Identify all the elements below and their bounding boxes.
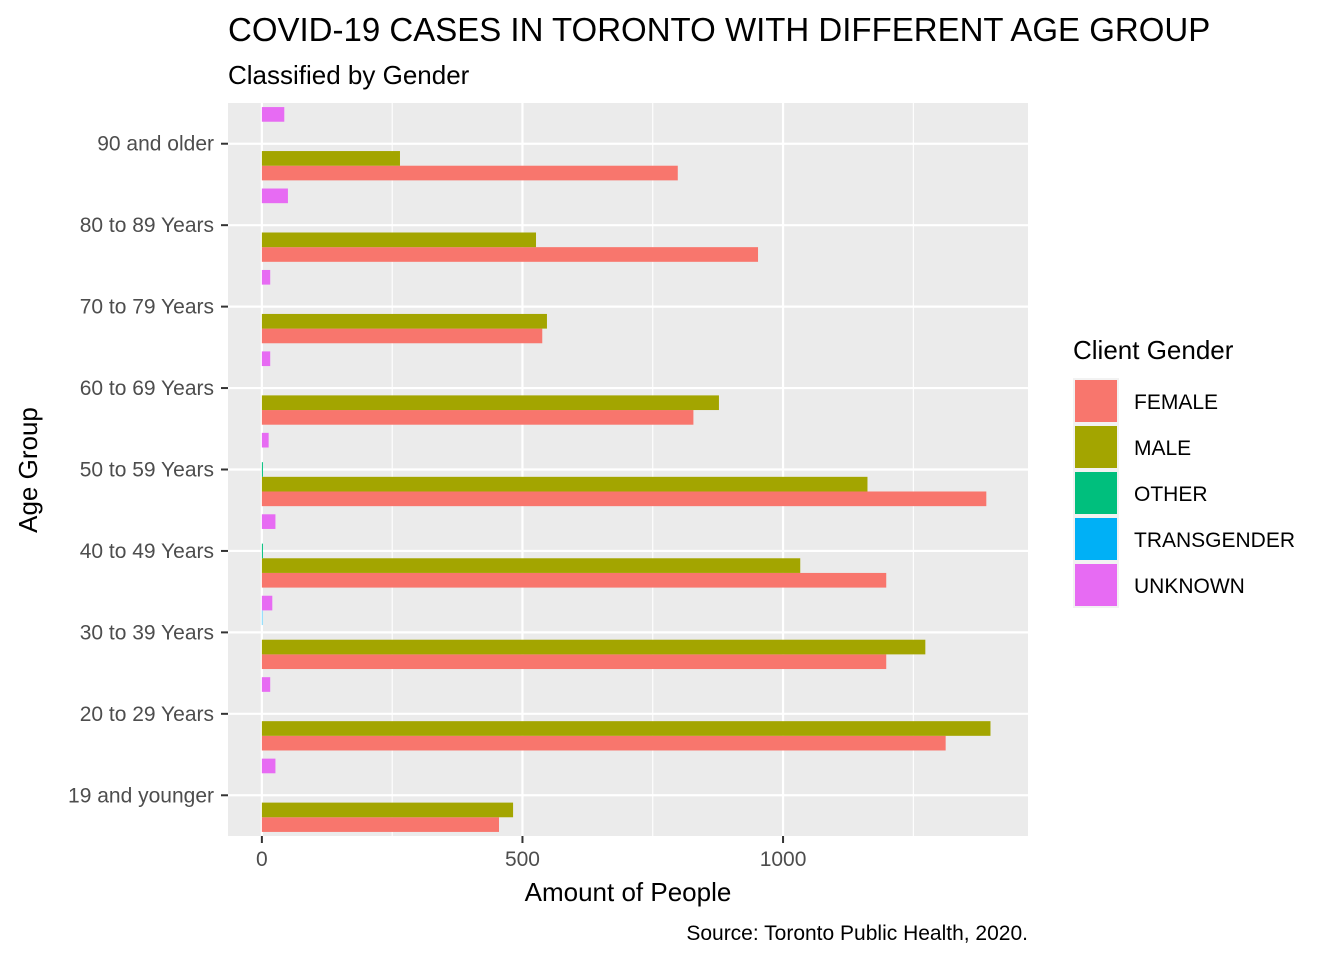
legend-title: Client Gender [1073, 335, 1234, 365]
x-axis: 0 500 1000 [256, 836, 806, 871]
legend-label-female: FEMALE [1134, 391, 1218, 414]
bar-unknown-40-to-49-years [261, 514, 276, 529]
x-tick-label: 500 [505, 848, 540, 871]
bar-other-40-to-49-years [261, 543, 263, 559]
bar-male-60-to-69-years [261, 395, 719, 411]
bar-male-50-to-59-years [261, 476, 868, 492]
bar-female-70-to-79-years [261, 328, 543, 344]
y-tick-label: 50 to 59 Years [80, 459, 214, 482]
y-tick-label: 70 to 79 Years [80, 296, 214, 319]
bar-male-40-to-49-years [261, 558, 801, 573]
y-tick-label: 90 and older [97, 133, 214, 156]
bar-female-60-to-69-years [261, 410, 694, 425]
y-axis-title: Age Group [13, 407, 43, 533]
bar-male-30-to-39-years [261, 639, 926, 655]
legend-swatch-unknown [1075, 564, 1117, 606]
legend-label-unknown: UNKNOWN [1134, 575, 1245, 598]
legend: Client Gender FEMALE MALE OTHER TRANSGENDER… [1073, 335, 1295, 608]
bar-female-50-to-59-years [261, 491, 987, 507]
bar-unknown-20-to-29-years [261, 677, 271, 692]
bar-unknown-19-and-younger [261, 758, 276, 774]
chart-subtitle: Classified by Gender [228, 60, 470, 90]
legend-swatch-transgender [1075, 518, 1117, 560]
x-tick-label: 0 [256, 848, 268, 871]
x-axis-title: Amount of People [525, 877, 732, 907]
legend-label-other: OTHER [1134, 483, 1208, 506]
bar-female-80-to-89-years [261, 247, 759, 262]
y-tick-label: 60 to 69 Years [80, 377, 214, 400]
bar-male-90-and-older [261, 151, 400, 166]
x-tick-label: 1000 [760, 848, 807, 871]
legend-label-male: MALE [1134, 437, 1191, 460]
bar-female-40-to-49-years [261, 572, 887, 588]
bar-transgender-30-to-39-years [261, 610, 263, 626]
bar-unknown-60-to-69-years [261, 351, 271, 367]
y-tick-label: 19 and younger [68, 784, 214, 807]
bar-unknown-90-and-older [261, 107, 285, 122]
legend-label-transgender: TRANSGENDER [1134, 529, 1295, 552]
bar-unknown-50-to-59-years [261, 432, 269, 448]
bar-unknown-70-to-79-years [261, 269, 271, 285]
bar-other-50-to-59-years [261, 462, 263, 477]
bar-unknown-80-to-89-years [261, 188, 288, 204]
bar-female-20-to-29-years [261, 735, 946, 751]
legend-swatch-male [1075, 426, 1117, 468]
bar-female-90-and-older [261, 165, 678, 181]
bar-male-19-and-younger [261, 802, 514, 818]
bar-male-20-to-29-years [261, 721, 991, 736]
bars [261, 107, 991, 832]
y-tick-label: 20 to 29 Years [80, 703, 214, 726]
y-tick-label: 40 to 49 Years [80, 540, 214, 563]
y-tick-label: 80 to 89 Years [80, 214, 214, 237]
bar-unknown-30-to-39-years [261, 595, 273, 611]
chart-title: COVID-19 CASES IN TORONTO WITH DIFFERENT… [228, 11, 1210, 48]
y-axis: 19 and younger 20 to 29 Years 30 to 39 Yea… [68, 133, 228, 807]
bar-male-70-to-79-years [261, 313, 547, 329]
grid-lines [228, 103, 1028, 836]
legend-swatch-female [1075, 380, 1117, 422]
bar-female-30-to-39-years [261, 654, 887, 670]
legend-swatch-other [1075, 472, 1117, 514]
bar-female-19-and-younger [261, 817, 500, 832]
bar-male-80-to-89-years [261, 232, 537, 248]
y-tick-label: 30 to 39 Years [80, 621, 214, 644]
chart-caption: Source: Toronto Public Health, 2020. [686, 922, 1028, 945]
